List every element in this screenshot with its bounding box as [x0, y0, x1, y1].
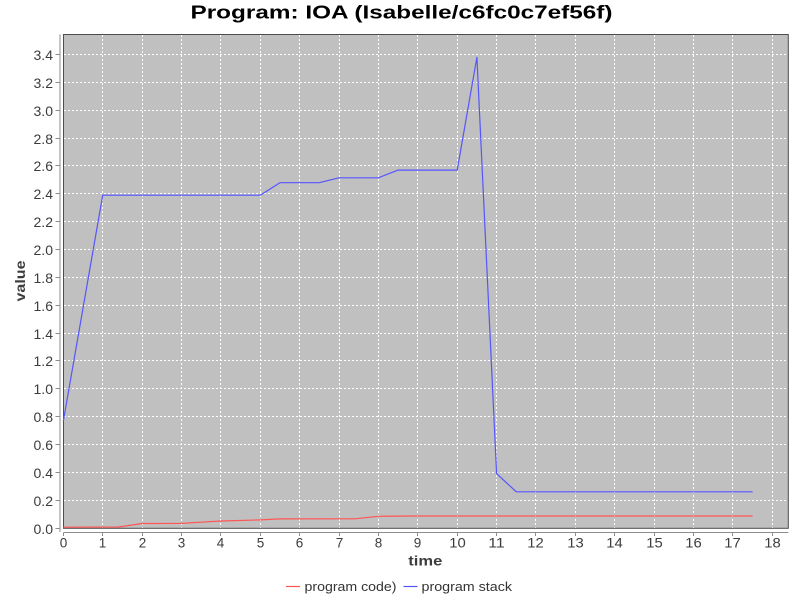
svg-text:3: 3	[178, 536, 186, 551]
svg-text:10: 10	[449, 536, 466, 551]
svg-text:16: 16	[685, 536, 702, 551]
svg-text:2.0: 2.0	[34, 243, 54, 258]
svg-text:0.6: 0.6	[34, 438, 54, 453]
svg-text:5: 5	[257, 536, 265, 551]
svg-text:1: 1	[99, 536, 107, 551]
svg-text:18: 18	[764, 536, 781, 551]
svg-text:value: value	[12, 260, 28, 301]
svg-text:14: 14	[606, 536, 623, 551]
svg-text:program code): program code)	[305, 579, 397, 594]
svg-text:0: 0	[60, 536, 68, 551]
svg-text:8: 8	[375, 536, 383, 551]
svg-text:3.2: 3.2	[34, 76, 54, 91]
svg-text:3.4: 3.4	[34, 48, 54, 63]
svg-text:program stack: program stack	[422, 579, 513, 594]
svg-text:0.2: 0.2	[34, 494, 54, 509]
svg-text:1.4: 1.4	[34, 327, 54, 342]
svg-text:1.6: 1.6	[34, 299, 54, 314]
svg-text:time: time	[408, 553, 442, 569]
svg-text:3.0: 3.0	[34, 104, 54, 119]
svg-text:0.4: 0.4	[34, 466, 54, 481]
svg-text:0.8: 0.8	[34, 410, 54, 425]
svg-text:2: 2	[139, 536, 147, 551]
svg-text:9: 9	[414, 536, 422, 551]
svg-text:0.0: 0.0	[34, 522, 54, 537]
svg-text:1.0: 1.0	[34, 382, 54, 397]
svg-text:2.8: 2.8	[34, 132, 54, 147]
svg-text:Program: IOA (Isabelle/c6fc0c7: Program: IOA (Isabelle/c6fc0c7ef56f)	[191, 3, 613, 23]
svg-text:12: 12	[527, 536, 544, 551]
svg-text:1.8: 1.8	[34, 271, 54, 286]
svg-text:2.4: 2.4	[34, 187, 54, 202]
svg-text:11: 11	[488, 536, 505, 551]
svg-text:13: 13	[567, 536, 584, 551]
svg-text:7: 7	[336, 536, 344, 551]
svg-text:6: 6	[296, 536, 304, 551]
svg-text:17: 17	[724, 536, 741, 551]
svg-text:2.2: 2.2	[34, 215, 54, 230]
svg-text:15: 15	[646, 536, 663, 551]
svg-text:2.6: 2.6	[34, 159, 54, 174]
svg-text:4: 4	[217, 536, 225, 551]
svg-text:1.2: 1.2	[34, 354, 54, 369]
